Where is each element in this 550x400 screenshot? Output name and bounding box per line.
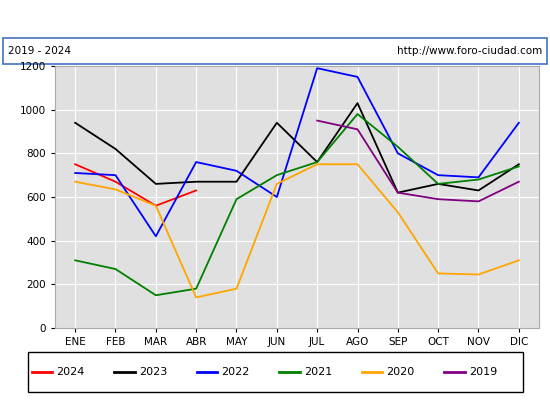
Text: 2021: 2021 (304, 367, 332, 377)
Text: 2019: 2019 (469, 367, 497, 377)
Text: Evolucion Nº Turistas Nacionales en el municipio de Cantimpalos: Evolucion Nº Turistas Nacionales en el m… (32, 12, 518, 24)
Text: 2019 - 2024: 2019 - 2024 (8, 46, 72, 56)
Text: 2024: 2024 (56, 367, 85, 377)
Bar (3, 38, 547, 64)
Text: 2020: 2020 (386, 367, 415, 377)
Text: http://www.foro-ciudad.com: http://www.foro-ciudad.com (397, 46, 542, 56)
Text: 2022: 2022 (221, 367, 250, 377)
Text: 2023: 2023 (139, 367, 167, 377)
